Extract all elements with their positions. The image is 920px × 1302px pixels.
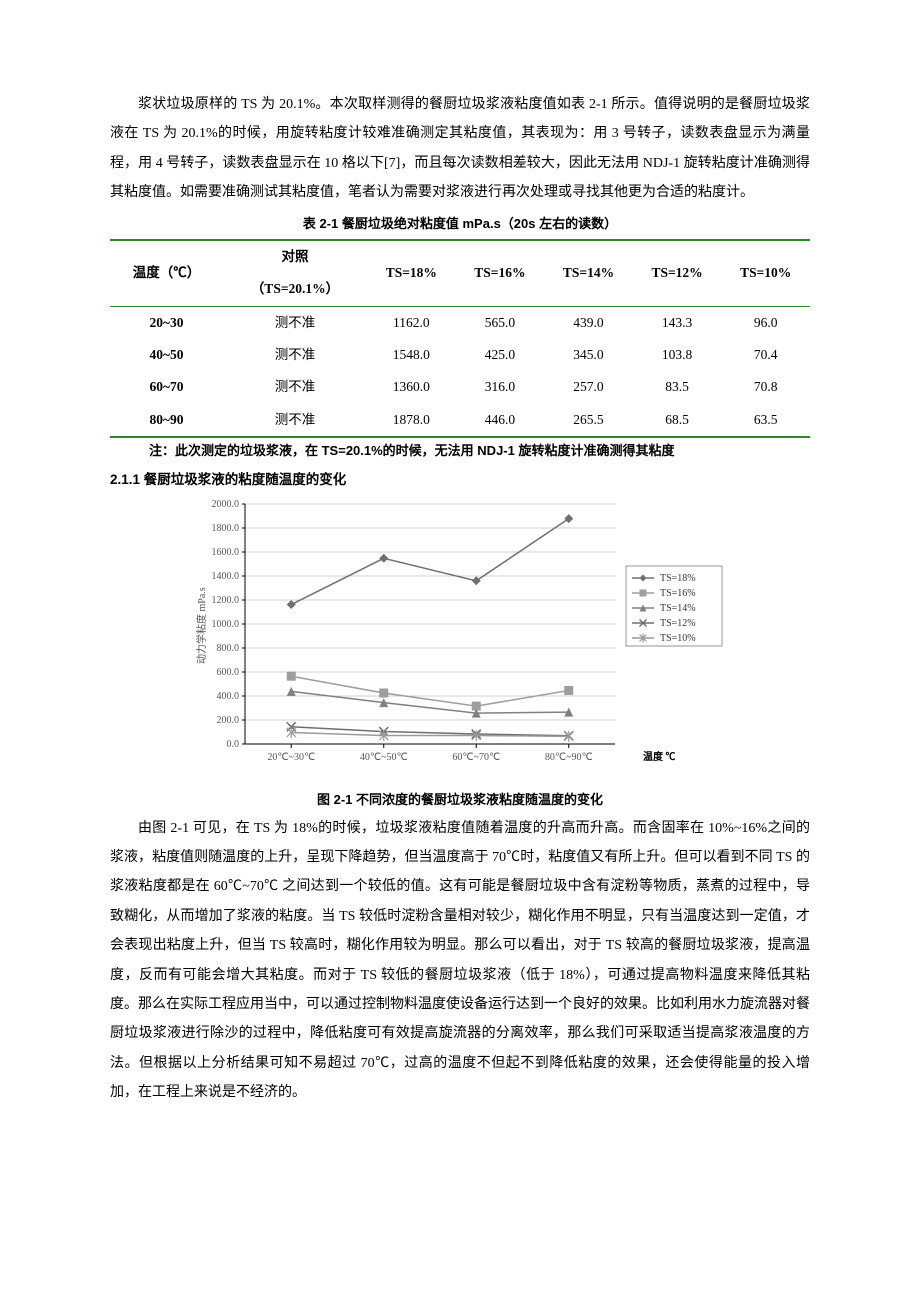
cell: 63.5: [721, 404, 810, 437]
intro-paragraph: 浆状垃圾原样的 TS 为 20.1%。本次取样测得的餐厨垃圾浆液粘度值如表 2-…: [110, 90, 810, 208]
cell: 60~70: [110, 371, 223, 403]
cell: 257.0: [544, 371, 633, 403]
cell: 测不准: [223, 404, 367, 437]
svg-text:温度 ℃: 温度 ℃: [643, 750, 676, 763]
table-row: 60~70 测不准 1360.0 316.0 257.0 83.5 70.8: [110, 371, 810, 403]
cell: 20~30: [110, 306, 223, 339]
figure-2-1-chart: 0.0 200.0 400.0 600.0 800.0 1000.0 1200.0 1400.…: [190, 494, 730, 784]
svg-text:20℃~30℃: 20℃~30℃: [267, 752, 315, 763]
svg-text:1600.0: 1600.0: [212, 547, 240, 558]
table-2-1: 温度（℃） 对照 TS=18% TS=16% TS=14% TS=12% TS=…: [110, 239, 810, 438]
cell: 1548.0: [367, 339, 456, 371]
cell: 1360.0: [367, 371, 456, 403]
th-ref-b: （TS=20.1%）: [223, 273, 367, 306]
svg-text:40℃~50℃: 40℃~50℃: [360, 752, 408, 763]
th-ts16: TS=16%: [456, 240, 545, 306]
section-2-1-1-heading: 2.1.1 餐厨垃圾浆液的粘度随温度的变化: [110, 466, 810, 494]
th-temperature: 温度（℃）: [110, 240, 223, 306]
cell: 1878.0: [367, 404, 456, 437]
cell: 70.4: [721, 339, 810, 371]
cell: 40~50: [110, 339, 223, 371]
table-body: 20~30 测不准 1162.0 565.0 439.0 143.3 96.0 …: [110, 306, 810, 437]
cell: 96.0: [721, 306, 810, 339]
svg-text:800.0: 800.0: [217, 643, 240, 654]
svg-text:TS=18%: TS=18%: [660, 573, 696, 584]
table-row: 40~50 测不准 1548.0 425.0 345.0 103.8 70.4: [110, 339, 810, 371]
svg-text:600.0: 600.0: [217, 667, 240, 678]
th-ts12: TS=12%: [633, 240, 722, 306]
svg-text:0.0: 0.0: [227, 739, 240, 750]
cell: 565.0: [456, 306, 545, 339]
svg-text:动力学粘度 mPa.s: 动力学粘度 mPa.s: [195, 587, 208, 664]
svg-text:80℃~90℃: 80℃~90℃: [545, 752, 593, 763]
svg-text:1800.0: 1800.0: [212, 523, 240, 534]
svg-text:1400.0: 1400.0: [212, 571, 240, 582]
svg-text:TS=16%: TS=16%: [660, 588, 696, 599]
analysis-paragraph: 由图 2-1 可见，在 TS 为 18%的时候，垃圾浆液粘度值随着温度的升高而升…: [110, 814, 810, 1108]
cell: 测不准: [223, 371, 367, 403]
cell: 70.8: [721, 371, 810, 403]
cell: 316.0: [456, 371, 545, 403]
cell: 439.0: [544, 306, 633, 339]
cell: 1162.0: [367, 306, 456, 339]
cell: 345.0: [544, 339, 633, 371]
cell: 83.5: [633, 371, 722, 403]
cell: 265.5: [544, 404, 633, 437]
th-ts10: TS=10%: [721, 240, 810, 306]
svg-text:TS=10%: TS=10%: [660, 633, 696, 644]
svg-text:400.0: 400.0: [217, 691, 240, 702]
table-row: 20~30 测不准 1162.0 565.0 439.0 143.3 96.0: [110, 306, 810, 339]
th-ts14: TS=14%: [544, 240, 633, 306]
th-ref-a: 对照: [223, 240, 367, 273]
svg-text:2000.0: 2000.0: [212, 499, 240, 510]
svg-text:TS=12%: TS=12%: [660, 618, 696, 629]
table-2-1-title: 表 2-1 餐厨垃圾绝对粘度值 mPa.s（20s 左右的读数）: [110, 210, 810, 237]
cell: 446.0: [456, 404, 545, 437]
cell: 测不准: [223, 306, 367, 339]
table-note: 注：此次测定的垃圾浆液，在 TS=20.1%的时候，无法用 NDJ-1 旋转粘度…: [110, 438, 810, 464]
cell: 425.0: [456, 339, 545, 371]
cell: 测不准: [223, 339, 367, 371]
th-ts18: TS=18%: [367, 240, 456, 306]
cell: 103.8: [633, 339, 722, 371]
table-row: 80~90 测不准 1878.0 446.0 265.5 68.5 63.5: [110, 404, 810, 437]
cell: 68.5: [633, 404, 722, 437]
svg-text:200.0: 200.0: [217, 715, 240, 726]
svg-text:1200.0: 1200.0: [212, 595, 240, 606]
figure-2-1-title: 图 2-1 不同浓度的餐厨垃圾浆液粘度随温度的变化: [110, 786, 810, 813]
svg-text:TS=14%: TS=14%: [660, 603, 696, 614]
svg-text:1000.0: 1000.0: [212, 619, 240, 630]
cell: 80~90: [110, 404, 223, 437]
cell: 143.3: [633, 306, 722, 339]
svg-text:60℃~70℃: 60℃~70℃: [452, 752, 500, 763]
